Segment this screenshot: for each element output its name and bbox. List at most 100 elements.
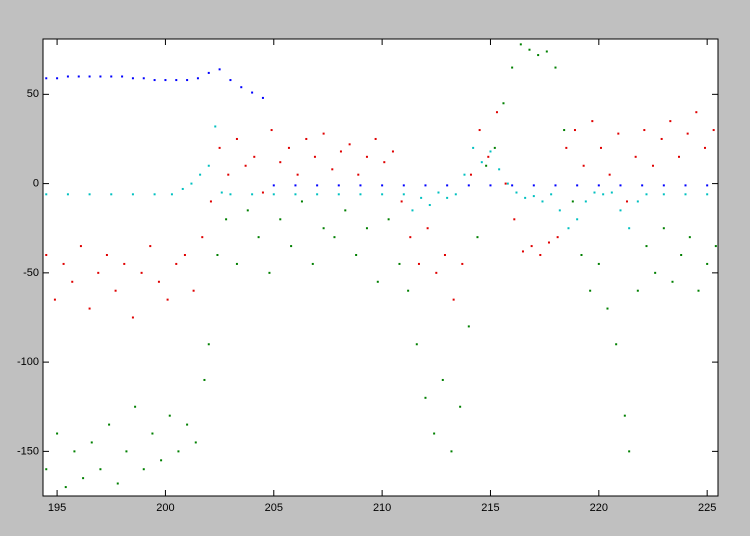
data-point: [201, 236, 204, 239]
data-point: [235, 137, 238, 140]
data-point: [407, 289, 410, 292]
data-point: [593, 191, 596, 194]
data-point: [643, 129, 646, 132]
data-point: [606, 307, 609, 310]
data-point: [170, 193, 173, 196]
data-point: [337, 184, 340, 187]
data-point: [669, 120, 672, 123]
data-point: [424, 184, 427, 187]
data-point: [400, 200, 403, 203]
data-point: [142, 468, 145, 471]
data-point: [151, 432, 154, 435]
data-point: [550, 193, 553, 196]
data-point: [339, 150, 342, 153]
data-point: [576, 218, 579, 221]
data-point: [714, 245, 717, 248]
data-point: [547, 241, 550, 244]
data-point: [623, 414, 626, 417]
x-tick-label: 200: [156, 502, 174, 514]
data-point: [108, 423, 111, 426]
data-point: [214, 125, 217, 128]
data-point: [227, 173, 230, 176]
y-tick-label: 0: [33, 178, 39, 190]
data-point: [381, 193, 384, 196]
data-point: [344, 209, 347, 212]
data-point: [383, 161, 386, 164]
data-point: [322, 227, 325, 230]
data-point: [463, 173, 466, 176]
data-point: [554, 66, 557, 69]
data-point: [181, 187, 184, 190]
data-point: [190, 182, 193, 185]
data-point: [116, 482, 119, 485]
data-point: [207, 71, 210, 74]
data-point: [64, 486, 67, 489]
data-point: [420, 196, 423, 199]
data-point: [459, 405, 462, 408]
data-point: [140, 271, 143, 274]
data-point: [149, 245, 152, 248]
data-point: [235, 262, 238, 265]
data-point: [153, 79, 156, 82]
data-point: [153, 193, 156, 196]
data-point: [99, 75, 102, 78]
y-tick-label: 50: [27, 88, 39, 100]
data-point: [684, 184, 687, 187]
data-point: [528, 48, 531, 51]
data-point: [257, 236, 260, 239]
data-point: [617, 132, 620, 135]
data-point: [355, 254, 358, 257]
data-point: [160, 459, 163, 462]
data-point: [428, 204, 431, 207]
data-point: [433, 432, 436, 435]
data-point: [186, 79, 189, 82]
data-point: [56, 432, 59, 435]
data-point: [565, 146, 568, 149]
data-point: [365, 155, 368, 158]
data-point: [229, 79, 232, 82]
data-point: [654, 271, 657, 274]
x-tick-label: 215: [481, 502, 499, 514]
data-point: [183, 254, 186, 257]
data-point: [502, 102, 505, 105]
data-point: [110, 75, 113, 78]
data-point: [515, 191, 518, 194]
data-point: [411, 209, 414, 212]
data-point: [472, 146, 475, 149]
data-point: [313, 155, 316, 158]
data-point: [82, 477, 85, 480]
data-point: [703, 146, 706, 149]
data-point: [53, 298, 56, 301]
data-point: [359, 184, 362, 187]
data-point: [186, 423, 189, 426]
data-point: [244, 164, 247, 167]
data-point: [296, 173, 299, 176]
data-point: [426, 227, 429, 230]
data-point: [519, 43, 522, 46]
data-point: [99, 468, 102, 471]
data-point: [381, 184, 384, 187]
data-point: [662, 227, 665, 230]
data-point: [582, 164, 585, 167]
data-point: [610, 191, 613, 194]
data-point: [207, 164, 210, 167]
data-point: [66, 193, 69, 196]
data-point: [641, 184, 644, 187]
data-point: [636, 200, 639, 203]
data-point: [290, 245, 293, 248]
data-point: [316, 184, 319, 187]
data-point: [402, 193, 405, 196]
data-point: [251, 91, 254, 94]
data-point: [287, 146, 290, 149]
data-point: [712, 129, 715, 132]
data-point: [504, 182, 507, 185]
data-point: [660, 137, 663, 140]
data-point: [651, 164, 654, 167]
data-point: [634, 155, 637, 158]
data-point: [554, 184, 557, 187]
data-point: [199, 173, 202, 176]
data-point: [88, 193, 91, 196]
data-point: [402, 184, 405, 187]
data-point: [166, 298, 169, 301]
data-point: [599, 146, 602, 149]
